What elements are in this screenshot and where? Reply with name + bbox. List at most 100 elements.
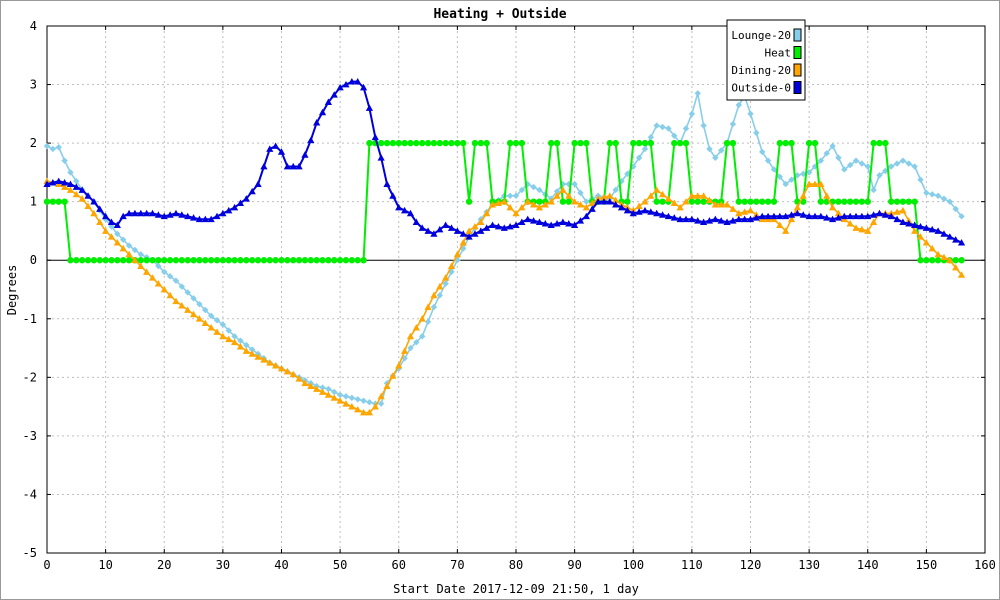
data-point	[213, 257, 221, 264]
data-point	[500, 224, 508, 231]
data-point	[471, 230, 479, 237]
data-point	[207, 257, 215, 264]
data-point	[512, 192, 520, 200]
data-point	[916, 233, 925, 240]
data-point	[929, 257, 936, 264]
data-point	[137, 209, 145, 217]
data-point	[342, 80, 350, 88]
data-point	[753, 198, 760, 205]
data-point	[870, 186, 877, 194]
y-tick-label: 2	[30, 136, 37, 150]
data-point	[395, 362, 403, 369]
series-outside-0	[43, 78, 966, 246]
data-point	[647, 139, 655, 147]
data-point	[747, 110, 754, 118]
data-point	[137, 257, 144, 264]
series-line	[46, 93, 963, 405]
data-point	[354, 396, 361, 403]
data-point	[424, 303, 432, 310]
data-point	[530, 183, 537, 191]
data-point	[776, 212, 784, 220]
data-point	[447, 262, 456, 269]
data-point	[377, 400, 385, 407]
data-point	[436, 282, 444, 290]
data-point	[154, 211, 162, 218]
data-point	[354, 78, 362, 85]
data-point	[131, 246, 139, 254]
data-point	[436, 292, 443, 299]
data-point	[576, 217, 585, 224]
data-point	[107, 218, 116, 226]
data-point	[729, 120, 737, 128]
data-point	[858, 160, 866, 167]
data-point	[882, 139, 889, 147]
data-point	[711, 215, 719, 223]
data-point	[553, 188, 561, 195]
data-point	[664, 212, 673, 220]
data-point	[506, 203, 514, 211]
data-point	[800, 170, 807, 178]
data-point	[881, 211, 889, 218]
data-point	[776, 173, 784, 180]
data-point	[917, 257, 924, 264]
data-point	[442, 274, 450, 281]
data-point	[49, 198, 57, 205]
data-point	[149, 257, 156, 264]
data-point	[60, 179, 69, 186]
data-point	[735, 215, 743, 223]
data-point	[952, 205, 959, 213]
data-point	[776, 139, 784, 147]
data-point	[524, 215, 532, 223]
data-point	[348, 78, 356, 85]
data-point	[383, 382, 391, 389]
data-point	[747, 198, 754, 205]
legend-label: Dining-20	[731, 64, 791, 77]
data-point	[254, 180, 262, 187]
data-point	[735, 198, 742, 205]
data-point	[365, 408, 374, 416]
data-point	[360, 257, 367, 264]
data-point	[729, 139, 737, 147]
data-point	[741, 208, 749, 215]
data-point	[407, 139, 414, 147]
data-point	[324, 98, 332, 106]
data-point	[922, 239, 930, 246]
data-point	[899, 206, 907, 214]
data-point	[864, 212, 872, 220]
data-point	[782, 180, 789, 188]
data-point	[113, 239, 121, 246]
data-point	[336, 391, 344, 399]
data-point	[817, 212, 825, 220]
data-point	[96, 257, 103, 264]
data-point	[277, 148, 286, 155]
data-point	[682, 198, 690, 205]
data-point	[911, 227, 919, 234]
data-point	[254, 257, 262, 264]
data-point	[571, 221, 579, 228]
data-point	[817, 180, 825, 187]
data-point	[55, 144, 62, 151]
data-point	[653, 186, 661, 193]
data-point	[641, 139, 649, 147]
data-point	[166, 211, 174, 218]
data-point	[295, 375, 303, 382]
data-point	[905, 160, 912, 167]
data-point	[242, 195, 250, 202]
data-point	[887, 212, 895, 220]
data-point	[359, 83, 368, 91]
data-point	[934, 250, 942, 258]
data-point	[647, 192, 655, 199]
data-point	[641, 198, 649, 205]
data-point	[565, 192, 573, 199]
data-point	[711, 200, 719, 208]
data-point	[120, 257, 127, 264]
data-point	[266, 257, 273, 264]
data-point	[459, 239, 467, 246]
data-point	[624, 170, 631, 178]
data-point	[172, 277, 180, 284]
data-point	[301, 151, 309, 158]
data-point	[219, 257, 227, 264]
data-point	[524, 198, 532, 205]
data-point	[858, 198, 866, 205]
data-point	[717, 200, 725, 208]
